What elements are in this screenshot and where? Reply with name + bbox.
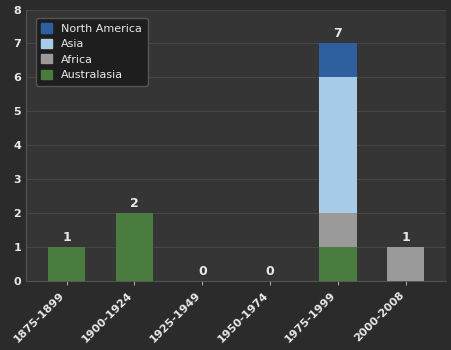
Bar (318, 213, 356, 247)
Text: 2: 2 (130, 197, 138, 210)
Bar (318, 77, 356, 213)
Text: 7: 7 (333, 27, 341, 40)
Bar (115, 213, 153, 281)
Legend: North America, Asia, Africa, Australasia: North America, Asia, Africa, Australasia (36, 18, 147, 86)
Text: 1: 1 (62, 231, 71, 244)
Bar (318, 247, 356, 281)
Text: 0: 0 (198, 265, 206, 278)
Text: 0: 0 (265, 265, 274, 278)
Text: 1: 1 (400, 231, 409, 244)
Bar (48, 247, 85, 281)
Bar (318, 43, 356, 77)
Bar (386, 247, 423, 281)
